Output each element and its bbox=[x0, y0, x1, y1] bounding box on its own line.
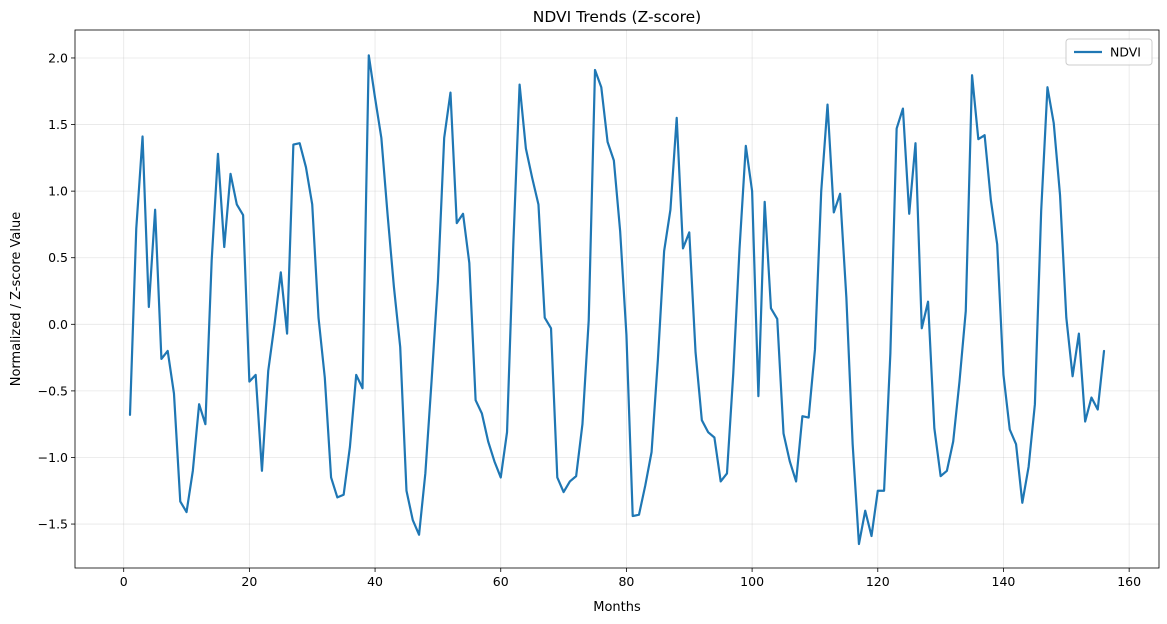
x-axis-title: Months bbox=[593, 600, 641, 615]
x-tick-label: 60 bbox=[493, 574, 509, 589]
x-tick-label: 0 bbox=[120, 574, 128, 589]
y-tick-label: −0.5 bbox=[38, 383, 68, 398]
x-tick-label: 160 bbox=[1117, 574, 1141, 589]
legend: NDVI bbox=[1065, 38, 1153, 66]
y-tick-label: 2.0 bbox=[48, 50, 68, 65]
x-tick-label: 120 bbox=[866, 574, 890, 589]
legend-box bbox=[1065, 38, 1153, 66]
y-axis-title: Normalized / Z-score Value bbox=[9, 212, 24, 387]
y-tick-label: 0.5 bbox=[48, 250, 68, 265]
legend-label-ndvi: NDVI bbox=[1110, 45, 1141, 60]
series-line-ndvi bbox=[128, 54, 1106, 546]
x-tick-label: 140 bbox=[992, 574, 1016, 589]
x-tick-label: 20 bbox=[241, 574, 257, 589]
y-tick-label: −1.0 bbox=[38, 450, 68, 465]
x-tick-label: 80 bbox=[618, 574, 634, 589]
chart-title: NDVI Trends (Z-score) bbox=[533, 8, 701, 26]
axis-ticks: 0 20 40 60 80 100 120 140 160 −1.5 −1.0 −0.5 0.0 0.5 1… bbox=[38, 50, 1141, 589]
plot-frame bbox=[74, 29, 1160, 569]
x-tick-label: 100 bbox=[740, 574, 764, 589]
y-tick-label: 0.0 bbox=[48, 317, 68, 332]
x-tick-label: 40 bbox=[367, 574, 383, 589]
y-tick-label: 1.5 bbox=[48, 117, 68, 132]
y-tick-label: 1.0 bbox=[48, 184, 68, 199]
plot-area bbox=[128, 54, 1106, 546]
y-tick-label: −1.5 bbox=[38, 517, 68, 532]
